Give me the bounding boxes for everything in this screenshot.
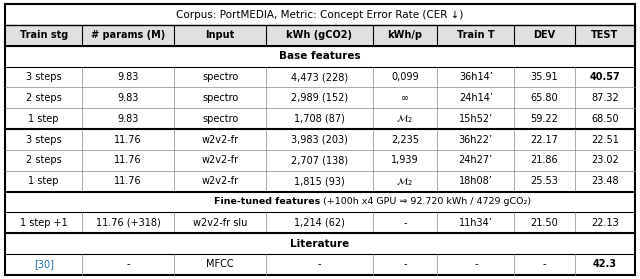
Text: kWh (gCO2): kWh (gCO2): [286, 30, 352, 40]
Text: 24h14’: 24h14’: [459, 93, 493, 103]
Text: 21.50: 21.50: [531, 218, 558, 228]
Text: 9.83: 9.83: [118, 72, 139, 82]
Text: Literature: Literature: [291, 239, 349, 249]
Text: 1,708 (87): 1,708 (87): [294, 114, 345, 124]
Text: 36h14’: 36h14’: [459, 72, 493, 82]
Text: # params (M): # params (M): [91, 30, 165, 40]
Text: 11.76: 11.76: [115, 176, 142, 186]
Text: kWh/p: kWh/p: [387, 30, 422, 40]
Text: 24h27’: 24h27’: [459, 155, 493, 165]
Text: -: -: [403, 259, 406, 270]
Text: 3 steps: 3 steps: [26, 72, 61, 82]
Text: 0,099: 0,099: [391, 72, 419, 82]
Text: 9.83: 9.83: [118, 93, 139, 103]
Text: 22.13: 22.13: [591, 218, 619, 228]
Text: 2 steps: 2 steps: [26, 155, 61, 165]
Text: 18h08’: 18h08’: [459, 176, 493, 186]
Text: 3,983 (203): 3,983 (203): [291, 134, 348, 145]
Text: 2,989 (152): 2,989 (152): [291, 93, 348, 103]
Text: 42.3: 42.3: [593, 259, 617, 270]
Text: 11.76 (+318): 11.76 (+318): [96, 218, 161, 228]
Text: 2,707 (138): 2,707 (138): [291, 155, 348, 165]
Text: 4,473 (228): 4,473 (228): [291, 72, 348, 82]
Text: Corpus: PortMEDIA, Metric: Concept Error Rate (CER ↓): Corpus: PortMEDIA, Metric: Concept Error…: [176, 9, 464, 20]
Text: -: -: [317, 259, 321, 270]
Text: 59.22: 59.22: [531, 114, 559, 124]
Text: 1,815 (93): 1,815 (93): [294, 176, 345, 186]
Text: TEST: TEST: [591, 30, 618, 40]
Text: Fine-tuned features: Fine-tuned features: [214, 198, 320, 206]
Text: 22.51: 22.51: [591, 134, 619, 145]
Text: w2v2-fr slu: w2v2-fr slu: [193, 218, 247, 228]
Text: Train T: Train T: [457, 30, 495, 40]
Text: 3 steps: 3 steps: [26, 134, 61, 145]
Text: 9.83: 9.83: [118, 114, 139, 124]
Text: 2 steps: 2 steps: [26, 93, 61, 103]
Text: 15h52’: 15h52’: [459, 114, 493, 124]
Text: ∞: ∞: [401, 93, 409, 103]
Text: Base features: Base features: [279, 51, 361, 61]
Text: 1 step +1: 1 step +1: [20, 218, 68, 228]
Text: 23.48: 23.48: [591, 176, 619, 186]
Text: w2v2-fr: w2v2-fr: [202, 176, 239, 186]
Text: 11.76: 11.76: [115, 155, 142, 165]
Text: 1 step: 1 step: [28, 176, 59, 186]
Text: 36h22’: 36h22’: [459, 134, 493, 145]
Text: 68.50: 68.50: [591, 114, 619, 124]
Text: -: -: [403, 218, 406, 228]
Text: 40.57: 40.57: [589, 72, 620, 82]
Text: Input: Input: [205, 30, 235, 40]
Text: spectro: spectro: [202, 114, 238, 124]
Bar: [5, 25, 635, 46]
Text: 23.02: 23.02: [591, 155, 619, 165]
Text: 25.53: 25.53: [531, 176, 559, 186]
Text: 1,939: 1,939: [391, 155, 419, 165]
Text: -: -: [474, 259, 477, 270]
Text: spectro: spectro: [202, 93, 238, 103]
Text: MFCC: MFCC: [206, 259, 234, 270]
Text: -: -: [127, 259, 130, 270]
Text: 11.76: 11.76: [115, 134, 142, 145]
Text: 11h34’: 11h34’: [459, 218, 493, 228]
Text: [30]: [30]: [34, 259, 54, 270]
Text: w2v2-fr: w2v2-fr: [202, 134, 239, 145]
Text: 22.17: 22.17: [531, 134, 559, 145]
Text: -: -: [543, 259, 547, 270]
Text: $\mathcal{M}_2$: $\mathcal{M}_2$: [396, 112, 413, 125]
Text: 1,214 (62): 1,214 (62): [294, 218, 345, 228]
Text: $\mathcal{M}_2$: $\mathcal{M}_2$: [396, 175, 413, 187]
Text: 21.86: 21.86: [531, 155, 558, 165]
Text: 87.32: 87.32: [591, 93, 619, 103]
Text: (+100h x4 GPU ⇒ 92.720 kWh / 4729 gCO₂): (+100h x4 GPU ⇒ 92.720 kWh / 4729 gCO₂): [320, 198, 531, 206]
Text: Train stg: Train stg: [20, 30, 68, 40]
Text: 2,235: 2,235: [391, 134, 419, 145]
Text: 1 step: 1 step: [28, 114, 59, 124]
Text: DEV: DEV: [533, 30, 556, 40]
Text: 35.91: 35.91: [531, 72, 558, 82]
Text: 65.80: 65.80: [531, 93, 558, 103]
Text: spectro: spectro: [202, 72, 238, 82]
Text: w2v2-fr: w2v2-fr: [202, 155, 239, 165]
